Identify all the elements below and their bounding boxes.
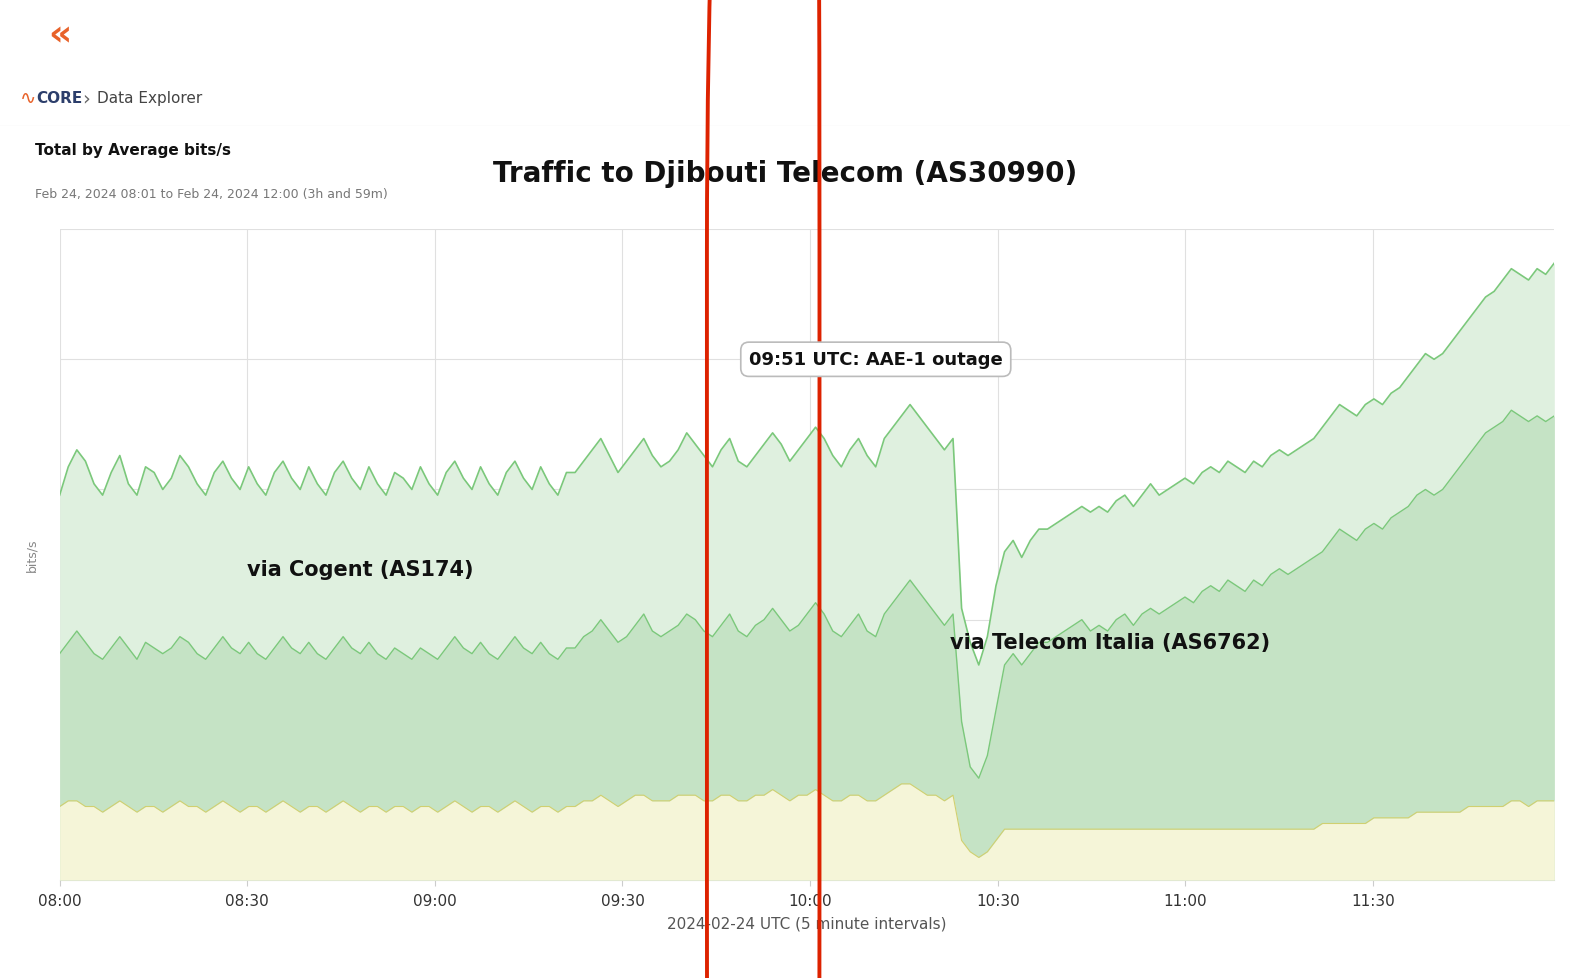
Text: bits/s: bits/s <box>25 538 38 572</box>
Text: Feb 24, 2024 08:01 to Feb 24, 2024 12:00 (3h and 59m): Feb 24, 2024 08:01 to Feb 24, 2024 12:00… <box>35 188 388 200</box>
X-axis label: 2024-02-24 UTC (5 minute intervals): 2024-02-24 UTC (5 minute intervals) <box>667 916 947 931</box>
Text: ›: › <box>83 89 89 109</box>
Text: via Telecom Italia (AS6762): via Telecom Italia (AS6762) <box>950 633 1270 652</box>
Text: «: « <box>49 19 71 52</box>
Text: Traffic to Djibouti Telecom (AS30990): Traffic to Djibouti Telecom (AS30990) <box>493 159 1077 188</box>
Text: 09:51 UTC: AAE-1 outage: 09:51 UTC: AAE-1 outage <box>749 351 1003 369</box>
Text: kentik.: kentik. <box>75 25 163 45</box>
Text: ≡: ≡ <box>17 23 39 47</box>
Text: Data Explorer: Data Explorer <box>96 91 203 107</box>
Text: ∿: ∿ <box>20 89 36 109</box>
Text: via Cogent (AS174): via Cogent (AS174) <box>246 559 473 579</box>
Text: Total by Average bits/s: Total by Average bits/s <box>35 143 231 157</box>
Text: CORE: CORE <box>36 91 83 107</box>
